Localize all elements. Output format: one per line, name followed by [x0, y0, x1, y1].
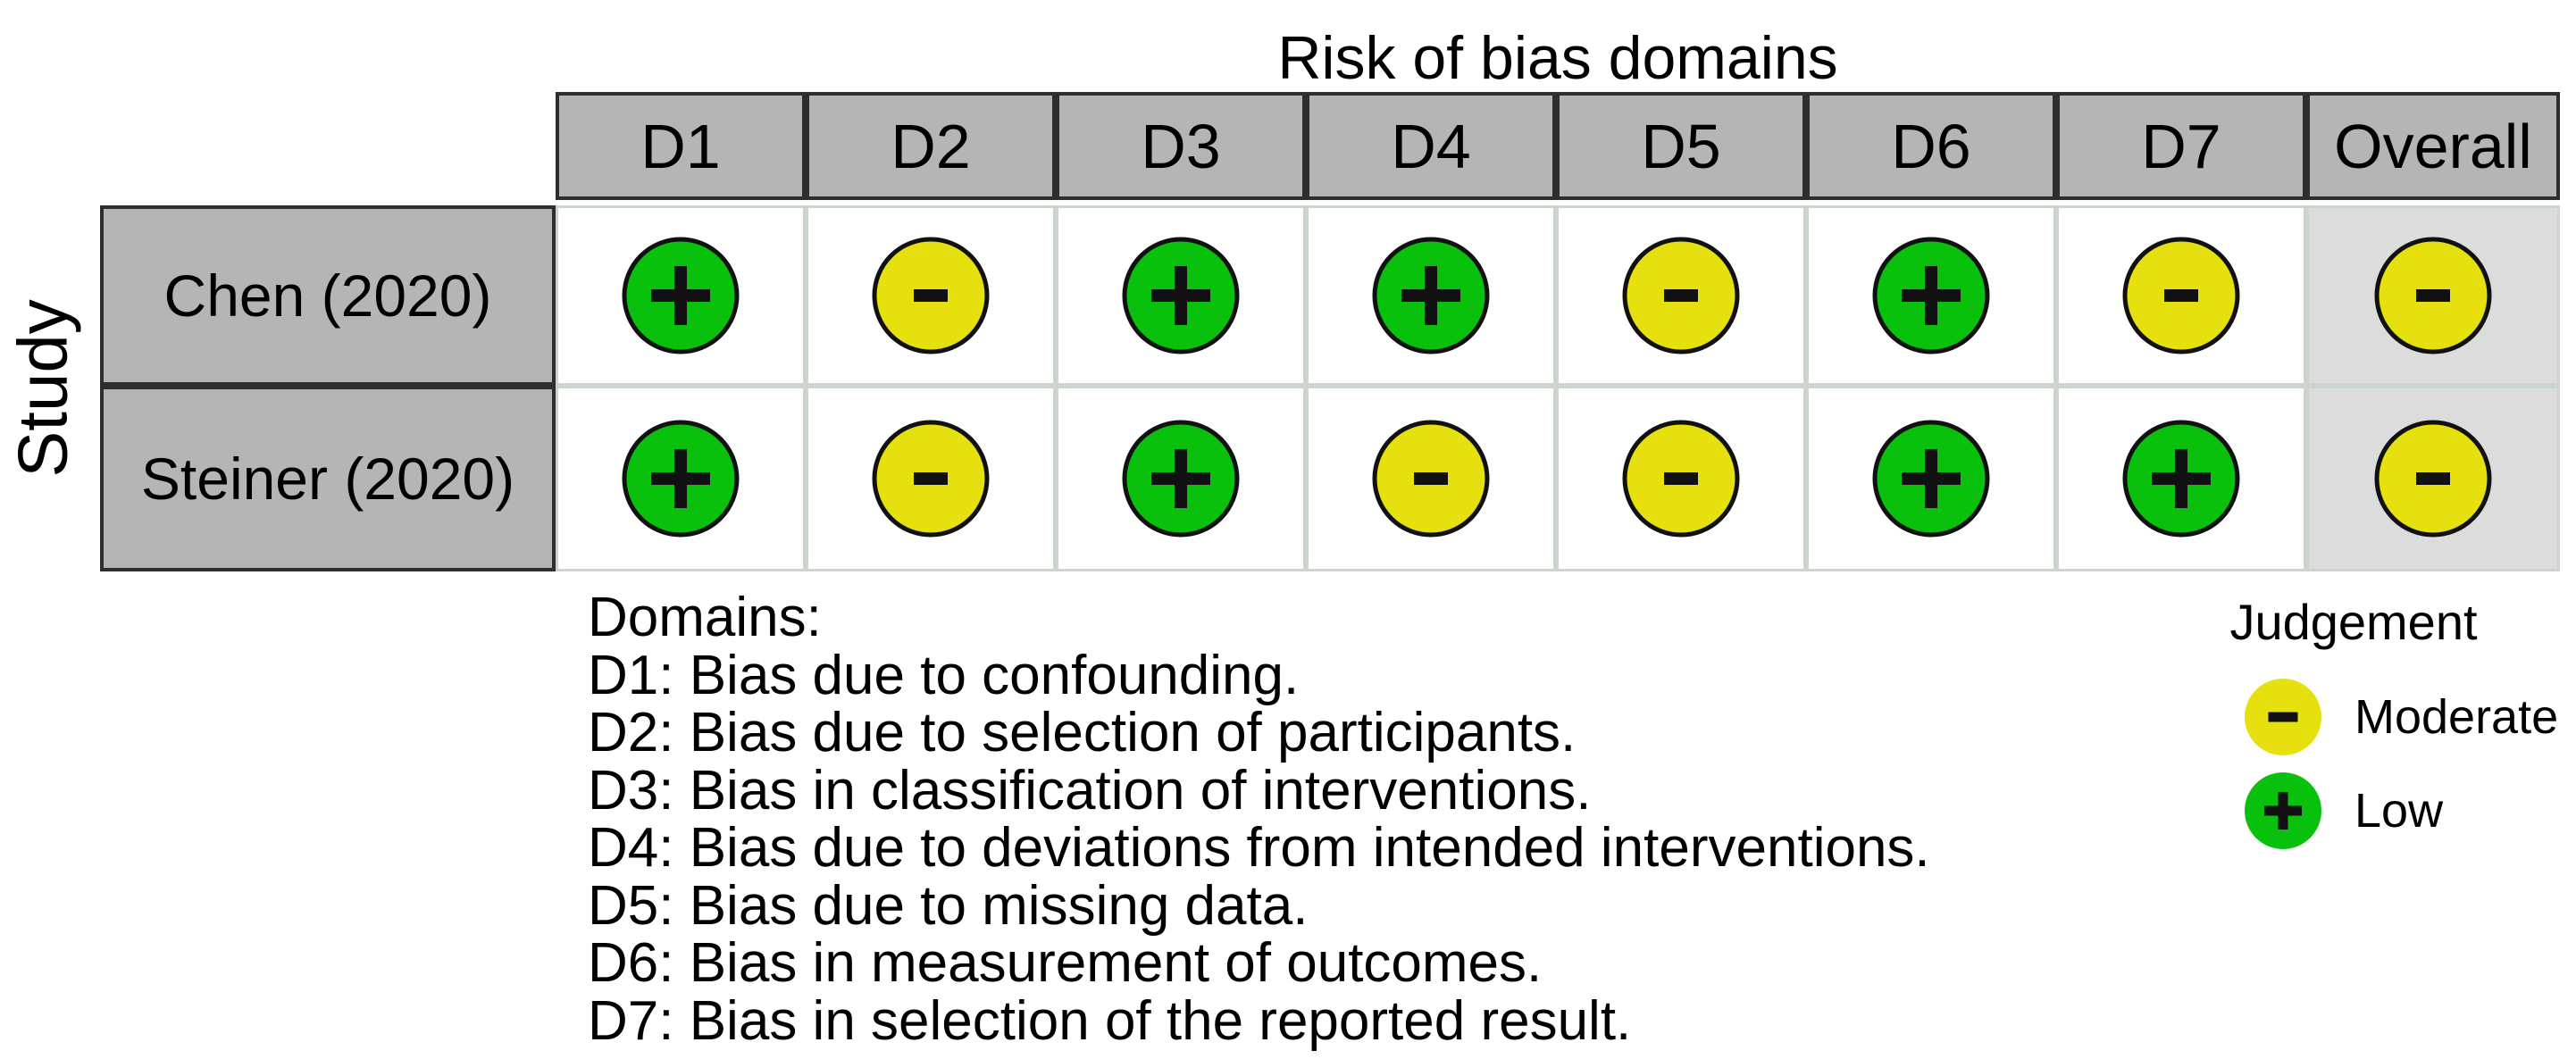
- legend-items: Moderate Low: [2175, 678, 2576, 850]
- judgement-cell-d6: [1806, 386, 2056, 571]
- judgement-cell-d1: [556, 205, 806, 386]
- domain-footnotes: Domains: D1: Bias due to confounding. D2:…: [588, 587, 1930, 1052]
- judgement-cell-d4: [1306, 386, 1556, 571]
- footnote-line: D5: Bias due to missing data.: [588, 874, 1309, 937]
- low-plus-icon: [622, 237, 740, 354]
- header-cell-d6: D6: [1806, 92, 2056, 200]
- judgement-cell-d7: [2056, 386, 2306, 571]
- judgement-cell-d2: [806, 386, 1056, 571]
- moderate-minus-icon: [872, 420, 990, 538]
- moderate-minus-icon: [2374, 237, 2492, 354]
- header-cell-d3: D3: [1056, 92, 1306, 200]
- traffic-light-grid: Chen (2020) Steiner (2020): [100, 205, 2560, 571]
- moderate-minus-icon: [1622, 420, 1740, 538]
- footnote-line: D3: Bias in classification of interventi…: [588, 759, 1592, 821]
- low-plus-icon: [2122, 420, 2240, 538]
- low-plus-icon: [1122, 237, 1240, 354]
- footnote-line: D6: Bias in measurement of outcomes.: [588, 932, 1543, 994]
- judgement-cell-d3: [1056, 386, 1306, 571]
- judgement-cell-d1: [556, 386, 806, 571]
- judgement-cell-d3: [1056, 205, 1306, 386]
- judgement-cell-d4: [1306, 205, 1556, 386]
- header-cell-d5: D5: [1556, 92, 1806, 200]
- judgement-cell-d7: [2056, 205, 2306, 386]
- footnote-heading: Domains:: [588, 587, 822, 648]
- header-cell-d7: D7: [2056, 92, 2306, 200]
- judgement-legend: Judgement Moderate Low: [2175, 596, 2576, 850]
- low-plus-icon: [1122, 420, 1240, 538]
- moderate-minus-icon: [2122, 237, 2240, 354]
- judgement-cell-d2: [806, 205, 1056, 386]
- legend-item-low: Low: [2244, 771, 2576, 850]
- legend-item-label: Moderate: [2354, 690, 2559, 744]
- footnote-line: D7: Bias in selection of the reported re…: [588, 989, 1632, 1052]
- low-plus-icon: [622, 420, 740, 538]
- low-plus-icon: [1872, 420, 1990, 538]
- y-axis-label: Study: [3, 299, 82, 478]
- low-plus-icon: [1872, 237, 1990, 354]
- moderate-minus-icon: [1622, 237, 1740, 354]
- legend-item-moderate: Moderate: [2244, 678, 2576, 756]
- study-label: Steiner (2020): [100, 386, 556, 571]
- footnote-lines: D1: Bias due to confounding. D2: Bias due…: [588, 644, 1930, 1052]
- header-cell-d1: D1: [556, 92, 806, 200]
- footnote-line: D4: Bias due to deviations from intended…: [588, 817, 1930, 879]
- study-label: Chen (2020): [100, 205, 556, 386]
- legend-item-label: Low: [2354, 784, 2444, 838]
- moderate-minus-icon: [1372, 420, 1490, 538]
- moderate-minus-icon: [872, 237, 990, 354]
- judgement-cell-d6: [1806, 205, 2056, 386]
- low-plus-icon: [2245, 772, 2321, 849]
- moderate-minus-icon: [2245, 679, 2321, 755]
- header-cell-overall: Overall: [2306, 92, 2560, 200]
- footnote-line: D2: Bias due to selection of participant…: [588, 702, 1577, 763]
- legend-title: Judgement: [2229, 594, 2478, 650]
- domain-header-row: D1 D2 D3 D4 D5 D6 D7 Overall: [556, 92, 2560, 200]
- figure-title: Risk of bias domains: [1277, 24, 1838, 92]
- low-plus-icon: [1372, 237, 1490, 354]
- judgement-cell-overall: [2306, 386, 2560, 571]
- judgement-cell-d5: [1556, 205, 1806, 386]
- footnote-line: D1: Bias due to confounding.: [588, 644, 1300, 706]
- judgement-cell-d5: [1556, 386, 1806, 571]
- moderate-minus-icon: [2374, 420, 2492, 538]
- judgement-cell-overall: [2306, 205, 2560, 386]
- header-cell-d2: D2: [806, 92, 1056, 200]
- header-cell-d4: D4: [1306, 92, 1556, 200]
